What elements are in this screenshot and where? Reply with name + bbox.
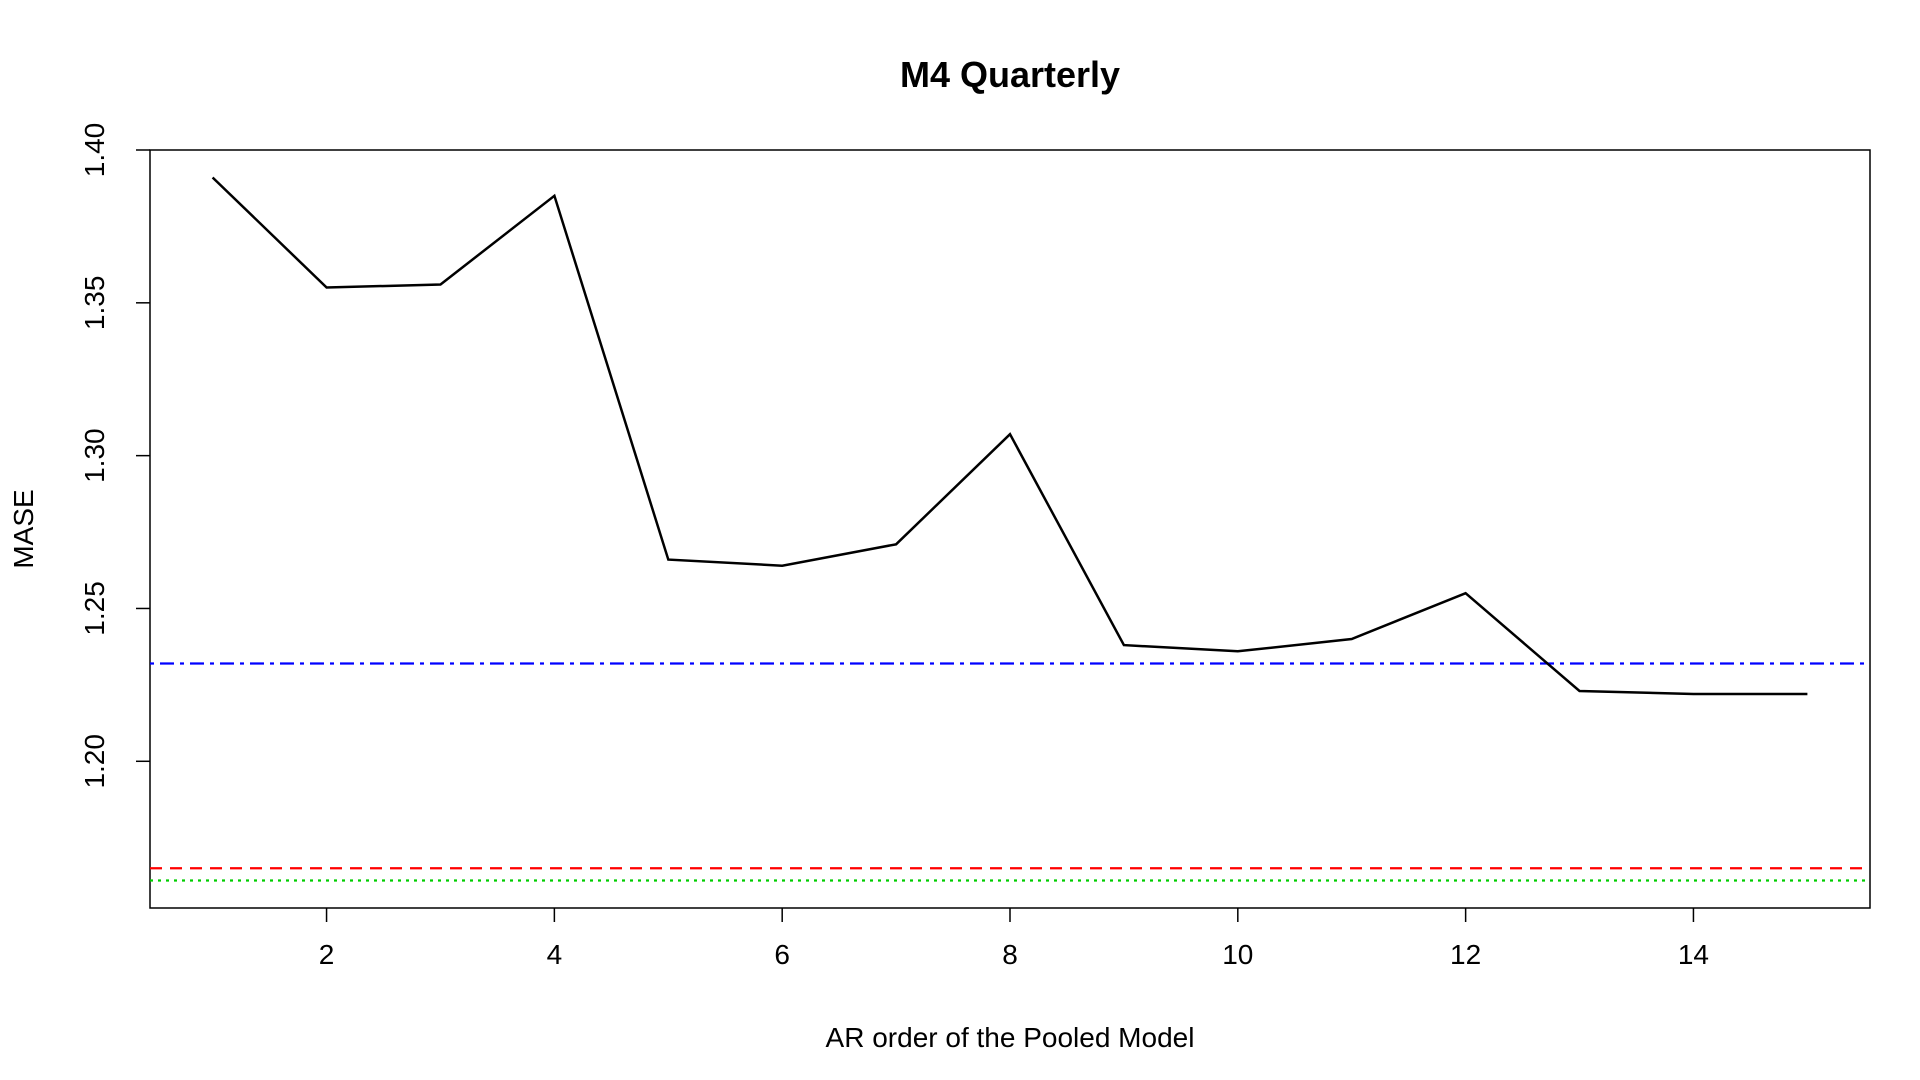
y-axis-label: MASE (8, 489, 39, 568)
x-tick-label: 2 (319, 939, 335, 970)
y-tick-label: 1.30 (79, 428, 110, 483)
x-tick-label: 6 (774, 939, 790, 970)
x-tick-label: 8 (1002, 939, 1018, 970)
x-axis-label: AR order of the Pooled Model (826, 1022, 1195, 1053)
series-line (211, 176, 1808, 696)
x-tick-label: 12 (1450, 939, 1481, 970)
x-axis: 2 4 6 8 10 12 14 (319, 908, 1709, 970)
y-tick-label: 1.25 (79, 581, 110, 636)
y-tick-label: 1.35 (79, 276, 110, 331)
reference-lines (150, 662, 1870, 882)
series-group (211, 176, 1808, 696)
y-axis: 1.20 1.25 1.30 1.35 1.40 (79, 123, 150, 789)
plot-frame (149, 149, 1871, 909)
chart-title: M4 Quarterly (900, 54, 1120, 95)
y-tick-label: 1.20 (79, 734, 110, 789)
x-tick-label: 4 (547, 939, 563, 970)
x-tick-label: 14 (1678, 939, 1709, 970)
y-tick-label: 1.40 (79, 123, 110, 178)
x-tick-label: 10 (1222, 939, 1253, 970)
